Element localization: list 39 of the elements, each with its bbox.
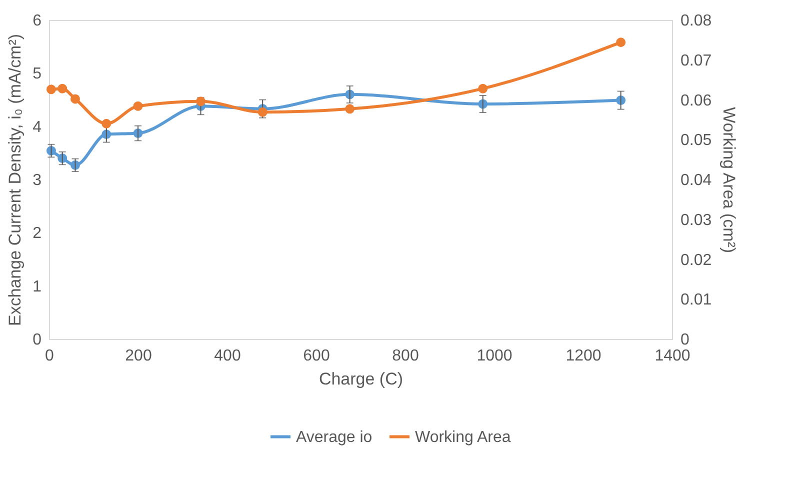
y2-tick-label: 0.08: [680, 12, 712, 30]
y-tick-label: 2: [32, 225, 42, 242]
y-tick-label: 4: [32, 118, 42, 136]
y2-tick-label: 0.05: [680, 132, 712, 150]
point: [478, 84, 488, 94]
y2-tick-label: 0.03: [680, 212, 712, 229]
y-tick-label: 3: [32, 172, 42, 189]
y-tick-label: 0: [32, 332, 42, 348]
y2-tick-label: 0.02: [680, 252, 712, 269]
x-tick-label: 600: [303, 348, 330, 364]
y-axis-title: Exchange Current Density, i₀ (mA/cm²): [6, 34, 25, 326]
point: [102, 118, 112, 128]
y-tick-label: 1: [32, 278, 42, 296]
y2-tick-label: 0.04: [680, 172, 712, 189]
x-tick-label: 0: [45, 348, 54, 364]
point: [258, 107, 268, 117]
point: [58, 84, 68, 94]
y2-tick-label: 0.06: [680, 92, 712, 110]
y2-tick-label: 0.07: [680, 52, 712, 70]
legend-label: Working Area: [415, 428, 511, 446]
legend-label: Average io: [296, 428, 372, 446]
point: [196, 96, 206, 106]
y2-tick-label: 0.01: [680, 292, 712, 309]
y2-tick-label: 0: [680, 332, 690, 348]
point: [46, 84, 56, 94]
x-tick-label: 1000: [476, 348, 512, 364]
point: [345, 104, 355, 114]
x-tick-label: 400: [214, 348, 241, 364]
y-tick-label: 5: [32, 66, 42, 83]
x-axis-title: Charge (C): [318, 370, 404, 388]
y2-axis-title: Working Area (cm²): [720, 106, 739, 254]
point: [70, 94, 80, 104]
point: [133, 101, 143, 111]
point: [616, 38, 626, 48]
x-tick-label: 1200: [566, 348, 602, 364]
x-tick-label: 800: [392, 348, 419, 364]
y-tick-label: 6: [32, 12, 42, 30]
x-tick-label: 1400: [654, 348, 690, 364]
x-tick-label: 200: [125, 348, 152, 364]
